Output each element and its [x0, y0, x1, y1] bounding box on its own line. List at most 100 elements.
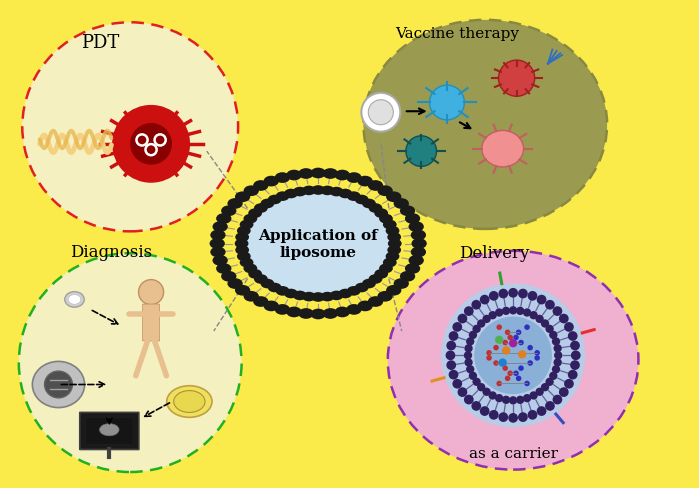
Ellipse shape	[253, 181, 268, 191]
Text: Delivery: Delivery	[459, 244, 530, 262]
Ellipse shape	[394, 199, 409, 209]
Circle shape	[541, 383, 549, 391]
Ellipse shape	[362, 199, 376, 209]
Circle shape	[487, 355, 492, 361]
Circle shape	[518, 340, 524, 346]
FancyBboxPatch shape	[80, 412, 139, 449]
Circle shape	[464, 359, 473, 367]
Ellipse shape	[374, 209, 388, 219]
Ellipse shape	[377, 186, 393, 197]
Circle shape	[361, 94, 401, 132]
Ellipse shape	[386, 285, 401, 296]
Circle shape	[508, 413, 518, 423]
Circle shape	[564, 379, 574, 389]
Circle shape	[477, 383, 485, 391]
Circle shape	[509, 396, 517, 405]
Circle shape	[568, 331, 577, 341]
Circle shape	[554, 345, 562, 353]
Circle shape	[489, 291, 498, 301]
Ellipse shape	[357, 176, 373, 187]
Circle shape	[480, 407, 489, 416]
Circle shape	[458, 387, 468, 397]
Ellipse shape	[227, 199, 243, 209]
Ellipse shape	[357, 301, 373, 312]
Circle shape	[464, 345, 473, 353]
Ellipse shape	[298, 169, 314, 180]
Ellipse shape	[19, 254, 242, 472]
Circle shape	[518, 350, 526, 359]
Ellipse shape	[236, 245, 249, 255]
Circle shape	[447, 361, 456, 370]
Circle shape	[482, 315, 491, 324]
Circle shape	[513, 371, 519, 376]
Circle shape	[507, 371, 513, 376]
Ellipse shape	[275, 192, 289, 202]
Circle shape	[549, 331, 558, 339]
Circle shape	[495, 336, 503, 344]
Ellipse shape	[311, 293, 325, 302]
Ellipse shape	[235, 192, 250, 203]
Circle shape	[498, 412, 508, 422]
Text: Diagnosis: Diagnosis	[70, 243, 152, 260]
Ellipse shape	[355, 283, 368, 293]
Circle shape	[503, 366, 508, 371]
Ellipse shape	[363, 21, 607, 229]
Ellipse shape	[248, 269, 262, 279]
Ellipse shape	[411, 247, 426, 258]
Ellipse shape	[412, 239, 427, 249]
Ellipse shape	[22, 23, 238, 232]
Ellipse shape	[311, 186, 325, 195]
Ellipse shape	[330, 187, 343, 197]
Circle shape	[545, 300, 555, 310]
Circle shape	[559, 387, 569, 397]
Circle shape	[570, 341, 580, 351]
Ellipse shape	[310, 309, 326, 320]
Circle shape	[523, 309, 531, 317]
Circle shape	[545, 401, 555, 411]
Ellipse shape	[394, 279, 409, 289]
Circle shape	[516, 307, 524, 315]
Ellipse shape	[368, 297, 383, 307]
Circle shape	[552, 395, 562, 405]
Ellipse shape	[253, 297, 268, 307]
Ellipse shape	[368, 275, 382, 284]
Ellipse shape	[387, 233, 401, 243]
Ellipse shape	[221, 271, 236, 282]
Ellipse shape	[411, 230, 426, 241]
Circle shape	[452, 323, 462, 332]
Ellipse shape	[405, 264, 420, 274]
Ellipse shape	[32, 362, 85, 408]
Circle shape	[458, 314, 468, 324]
Circle shape	[527, 361, 533, 366]
Ellipse shape	[235, 285, 250, 296]
Ellipse shape	[388, 239, 402, 249]
Ellipse shape	[408, 222, 424, 232]
Ellipse shape	[116, 109, 186, 180]
Circle shape	[480, 295, 489, 305]
Circle shape	[449, 370, 459, 380]
Circle shape	[537, 295, 547, 305]
Circle shape	[487, 350, 492, 356]
Ellipse shape	[347, 286, 361, 296]
Ellipse shape	[362, 279, 376, 289]
Ellipse shape	[240, 258, 254, 268]
Ellipse shape	[212, 222, 228, 232]
Text: PDT: PDT	[82, 34, 120, 51]
Ellipse shape	[377, 291, 393, 302]
Ellipse shape	[45, 371, 73, 398]
Ellipse shape	[386, 192, 401, 203]
Ellipse shape	[386, 226, 399, 236]
Circle shape	[112, 106, 190, 183]
Circle shape	[473, 325, 481, 333]
Ellipse shape	[387, 245, 401, 255]
Ellipse shape	[338, 189, 352, 199]
Circle shape	[464, 395, 474, 405]
Circle shape	[464, 306, 474, 316]
Ellipse shape	[302, 292, 316, 302]
Circle shape	[471, 401, 481, 411]
Circle shape	[493, 345, 499, 351]
Ellipse shape	[293, 291, 307, 301]
Circle shape	[502, 346, 510, 355]
Ellipse shape	[216, 264, 231, 274]
Circle shape	[452, 379, 462, 389]
